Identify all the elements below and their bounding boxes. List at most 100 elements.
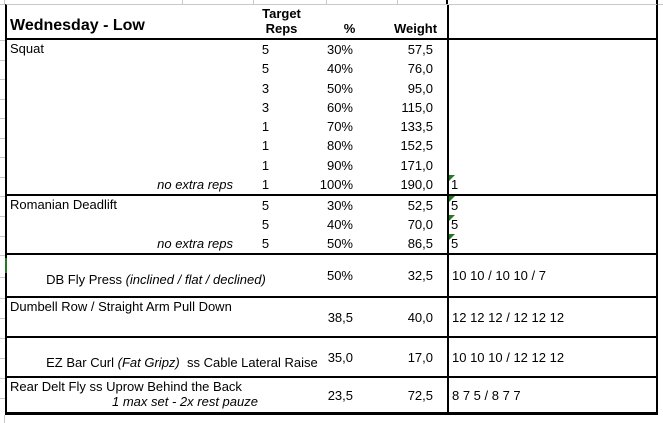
exercise-name-cell[interactable]: Rear Delt Fly ss Uprow Behind the Back 1… bbox=[7, 378, 258, 412]
weight-cell[interactable]: 70,0 bbox=[407, 217, 433, 232]
result-value: 10 10 10 / 12 12 12 bbox=[452, 349, 565, 365]
reps-cell[interactable]: 3 bbox=[261, 99, 270, 115]
reps-cell[interactable]: 1 bbox=[261, 176, 270, 192]
result-cell[interactable]: 5 bbox=[449, 234, 656, 253]
weight-cell[interactable]: 52,5 bbox=[407, 198, 433, 213]
reps-cell[interactable]: 5 bbox=[261, 42, 270, 58]
result-cell[interactable]: 8 7 5 / 8 7 7 bbox=[447, 378, 656, 412]
reps-cell[interactable] bbox=[236, 338, 311, 376]
percent-cell[interactable]: 30% bbox=[326, 42, 353, 58]
result-cell[interactable]: 12 12 12 / 12 12 12 bbox=[447, 298, 656, 336]
gridline-tick bbox=[182, 0, 183, 4]
exercise-note: 1 max set - 2x rest pauze bbox=[112, 394, 258, 409]
percent-cell[interactable]: 100% bbox=[319, 176, 353, 192]
reps-cell[interactable]: 5 bbox=[261, 61, 270, 77]
percent-cell[interactable]: 40% bbox=[326, 61, 353, 77]
percent-cell[interactable]: 35,0 bbox=[327, 349, 353, 365]
squat-section: Squat no extra reps 5 30% 57,5 5 40% 76,… bbox=[7, 40, 656, 196]
percent-cell[interactable]: 90% bbox=[326, 157, 353, 173]
reps-cell[interactable]: 5 bbox=[261, 198, 270, 213]
set-row: 1 90% 171,0 bbox=[236, 156, 447, 175]
reps-cell[interactable]: 1 bbox=[261, 119, 270, 135]
gridline-tick bbox=[0, 277, 5, 278]
weight-cell[interactable]: 76,0 bbox=[407, 61, 433, 77]
result-cell[interactable]: 10 10 10 / 12 12 12 bbox=[447, 338, 656, 376]
set-row: 5 30% 57,5 bbox=[236, 40, 447, 59]
percent-cell[interactable]: 70% bbox=[326, 119, 353, 135]
percent-cell[interactable]: 50% bbox=[326, 80, 353, 96]
weight-cell[interactable]: 115,0 bbox=[401, 99, 433, 115]
gridline-tick bbox=[0, 157, 5, 158]
weight-cell[interactable]: 32,5 bbox=[407, 268, 433, 283]
gridline-tick bbox=[4, 415, 5, 423]
exercise-name-cell[interactable]: DB Fly Press (inclined / flat / declined… bbox=[7, 255, 266, 296]
weight-cell[interactable]: 95,0 bbox=[407, 80, 433, 96]
exercise-name-cell[interactable]: EZ Bar Curl (Fat Gripz) ss Cable Lateral… bbox=[7, 338, 318, 376]
gridline-tick bbox=[0, 98, 5, 100]
dumbell-row-section: Dumbell Row / Straight Arm Pull Down 38,… bbox=[7, 298, 656, 338]
weight-cell[interactable]: 190,0 bbox=[400, 176, 433, 192]
reps-cell[interactable]: 5 bbox=[261, 236, 270, 251]
column-header-weight[interactable]: Weight bbox=[393, 21, 438, 36]
result-value: 8 7 5 / 8 7 7 bbox=[452, 387, 521, 403]
set-row: 5 40% 76,0 bbox=[236, 59, 447, 78]
rear-delt-fly-section: Rear Delt Fly ss Uprow Behind the Back 1… bbox=[7, 378, 656, 415]
weight-cell[interactable]: 171,0 bbox=[400, 157, 433, 173]
exercise-name: Dumbell Row / Straight Arm Pull Down bbox=[10, 299, 232, 314]
set-row: 3 60% 115,0 bbox=[236, 98, 447, 117]
reps-cell[interactable] bbox=[236, 378, 311, 412]
weight-cell[interactable]: 152,5 bbox=[400, 138, 433, 154]
exercise-name-cell[interactable]: Squat no extra reps bbox=[7, 40, 236, 194]
gridline-tick bbox=[0, 118, 5, 119]
percent-cell[interactable]: 40% bbox=[326, 217, 353, 232]
exercise-name: Squat bbox=[10, 41, 44, 56]
exercise-name-cell[interactable]: Romanian Deadlift no extra reps bbox=[7, 196, 236, 253]
reps-cell[interactable]: 1 bbox=[261, 157, 270, 173]
gridline-tick bbox=[326, 0, 327, 4]
percent-cell[interactable]: 50% bbox=[326, 236, 353, 251]
weight-cell[interactable]: 57,5 bbox=[407, 42, 433, 58]
gridline-tick bbox=[0, 318, 5, 319]
exercise-name-detail: (Fat Gripz) bbox=[117, 355, 180, 370]
reps-cell[interactable]: 3 bbox=[261, 80, 270, 96]
result-cell[interactable]: 10 10 / 10 10 / 7 bbox=[447, 255, 656, 296]
set-row: 1 70% 133,5 bbox=[236, 117, 447, 136]
reps-cell[interactable] bbox=[236, 298, 311, 336]
sheet-title-cell[interactable]: Wednesday - Low bbox=[7, 5, 236, 38]
gridline-tick bbox=[0, 378, 5, 379]
gridline-tick bbox=[656, 0, 658, 4]
reps-cell[interactable]: 1 bbox=[261, 138, 270, 154]
column-header-percent[interactable]: % bbox=[343, 21, 356, 36]
percent-cell[interactable]: 50% bbox=[326, 268, 353, 283]
exercise-name-cell[interactable]: Dumbell Row / Straight Arm Pull Down bbox=[7, 298, 236, 336]
percent-cell[interactable]: 30% bbox=[326, 198, 353, 213]
header-row: Wednesday - Low Target Reps % Weight bbox=[7, 5, 656, 40]
column-header-target-reps[interactable]: Target Reps bbox=[262, 6, 301, 36]
romanian-deadlift-section: Romanian Deadlift no extra reps 5 30% 52… bbox=[7, 196, 656, 255]
weight-cell[interactable]: 40,0 bbox=[407, 309, 433, 325]
result-cell[interactable]: 1 bbox=[449, 174, 656, 194]
db-fly-press-section: DB Fly Press (inclined / flat / declined… bbox=[7, 255, 656, 298]
reps-cell[interactable]: 5 bbox=[261, 217, 270, 232]
percent-cell[interactable]: 38,5 bbox=[327, 309, 353, 325]
error-triangle-icon bbox=[449, 174, 455, 181]
weight-cell[interactable]: 86,5 bbox=[407, 236, 433, 251]
percent-cell[interactable]: 60% bbox=[326, 99, 353, 115]
gridline-tick bbox=[0, 338, 5, 339]
set-row: 1 80% 152,5 bbox=[236, 136, 447, 155]
results-column: 5 5 5 bbox=[447, 196, 656, 253]
comment-indicator-icon bbox=[5, 258, 7, 273]
exercise-note: no extra reps bbox=[157, 236, 233, 251]
weight-cell[interactable]: 133,5 bbox=[400, 119, 433, 135]
reps-cell[interactable] bbox=[236, 255, 311, 296]
set-row: 5 40% 70,0 bbox=[236, 215, 447, 234]
result-cell[interactable]: 5 bbox=[449, 215, 656, 234]
weight-cell[interactable]: 17,0 bbox=[407, 349, 433, 365]
result-value: 12 12 12 / 12 12 12 bbox=[452, 309, 565, 325]
percent-cell[interactable]: 23,5 bbox=[327, 387, 353, 403]
result-cell[interactable]: 5 bbox=[449, 196, 656, 215]
column-header-results[interactable] bbox=[447, 5, 656, 38]
weight-cell[interactable]: 72,5 bbox=[407, 387, 433, 403]
percent-cell[interactable]: 80% bbox=[326, 138, 353, 154]
